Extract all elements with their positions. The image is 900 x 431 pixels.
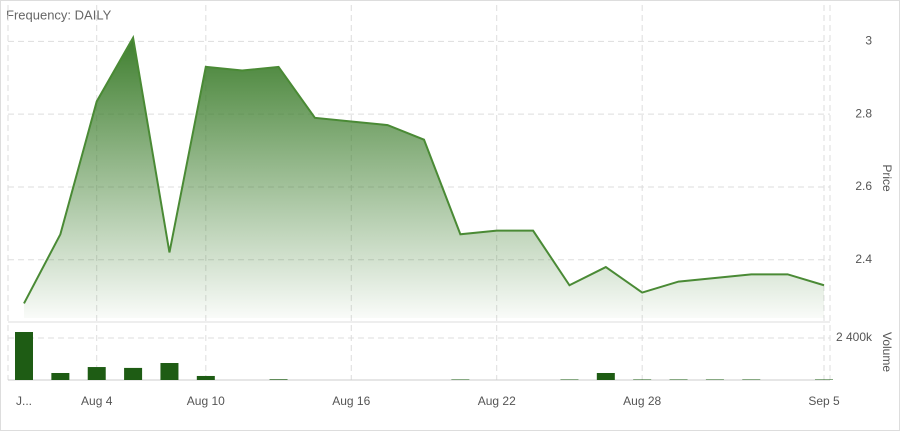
x-tick-label: J...	[16, 394, 32, 408]
bar	[742, 379, 761, 380]
bar	[451, 379, 470, 380]
bar	[124, 367, 143, 380]
y-tick-label: 2.6	[855, 179, 872, 193]
y-tick-label: 2.4	[855, 252, 872, 266]
bar	[51, 372, 70, 380]
x-tick-label: Aug 16	[332, 394, 370, 408]
bar	[160, 363, 179, 380]
x-tick-label: Aug 10	[187, 394, 225, 408]
bar	[87, 367, 106, 380]
y-axis-title: Price	[880, 164, 894, 192]
bar	[269, 379, 288, 380]
bar	[705, 379, 724, 380]
price-line	[23, 34, 825, 304]
bar	[15, 332, 33, 380]
bar	[669, 379, 688, 380]
area-fill	[24, 37, 824, 319]
chart-title: Frequency: DAILY	[6, 7, 112, 22]
bar	[815, 379, 833, 380]
x-tick-label: Aug 22	[478, 394, 516, 408]
x-tick-label: Aug 4	[81, 394, 113, 408]
x-tick-label: Aug 28	[623, 394, 661, 408]
y-tick-label: 3	[865, 34, 872, 48]
y-axis-title: Volume	[880, 332, 894, 372]
bar	[596, 372, 615, 380]
y-tick-label: 2 400k	[836, 330, 873, 344]
bar	[196, 375, 215, 380]
x-tick-label: Sep 5	[808, 394, 840, 408]
bar	[633, 379, 652, 380]
bar	[560, 379, 579, 380]
y-tick-label: 2.8	[855, 106, 872, 120]
